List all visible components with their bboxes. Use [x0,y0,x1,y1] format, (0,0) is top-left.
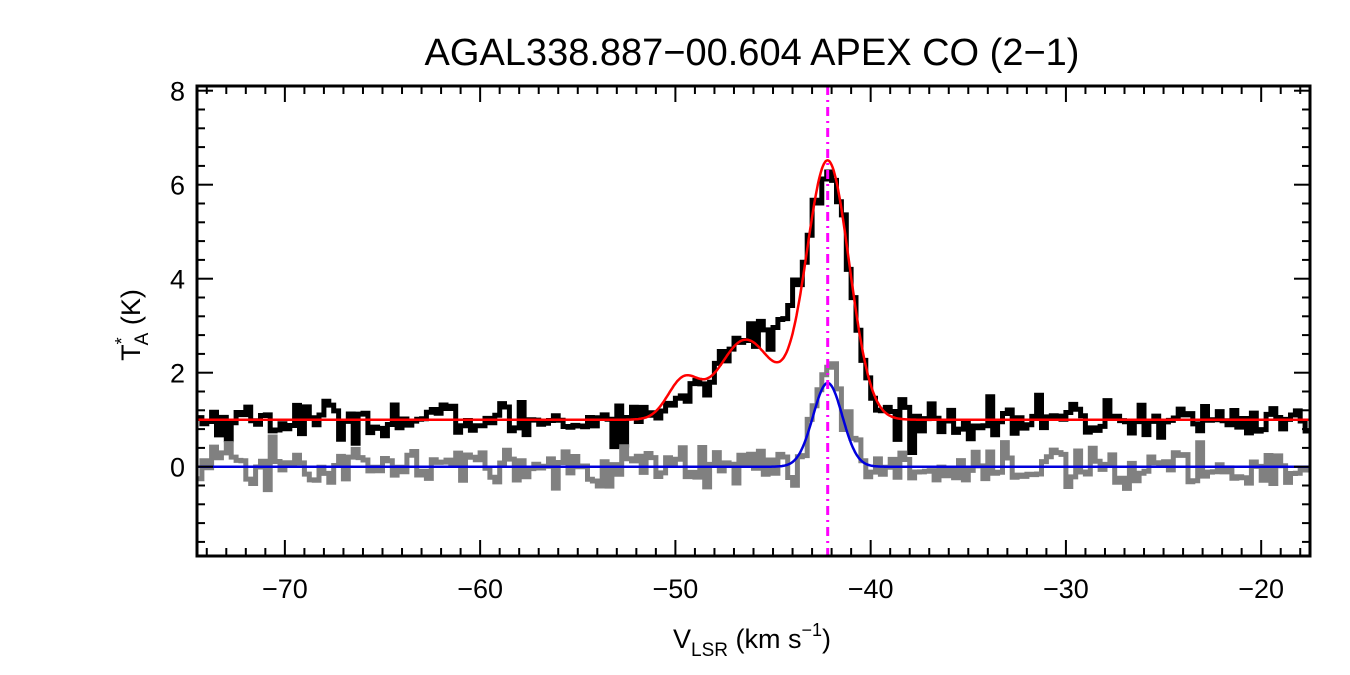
x-axis-label: VLSR (km s−1) [673,620,831,661]
y-tick-label: 8 [170,77,185,107]
plot-frame [195,84,1312,558]
gaussian-fit-3 [197,381,1310,468]
chart-title: AGAL338.887−00.604 APEX CO (2−1) [425,32,1080,74]
y-axis-label-unit: (K) [116,289,146,333]
x-axis-label-close: ) [822,624,831,654]
y-tick-label: 2 [170,359,185,389]
x-axis-label-sup: −1 [801,620,822,640]
y-axis-label-sup: * [112,337,132,344]
gaussian-fit-2 [197,159,1310,421]
spectrum-histogram-0 [197,169,1310,455]
x-axis-label-main: V [673,624,691,654]
y-tick-label: 4 [170,265,185,295]
y-tick-label: 6 [170,171,185,201]
x-tick-label: −60 [457,574,503,604]
x-axis-label-unit: (km s [728,624,802,654]
y-tick-label: 0 [170,453,185,483]
x-tick-label: −20 [1238,574,1284,604]
plot-area: −70 −60 −50 −40 −30 −20 0 2 4 6 8 [170,77,1312,604]
x-tick-label: −50 [652,574,698,604]
x-tick-label: −30 [1043,574,1089,604]
y-axis-label-sub: A [132,332,153,345]
x-axis-label-sub: LSR [691,640,728,661]
x-tick-label: −70 [262,574,308,604]
y-axis-label-main: T [116,344,146,361]
x-tick-label: −40 [848,574,894,604]
y-axis-label: T*A (K) [112,289,153,361]
spectrum-histogram-1 [197,361,1310,493]
